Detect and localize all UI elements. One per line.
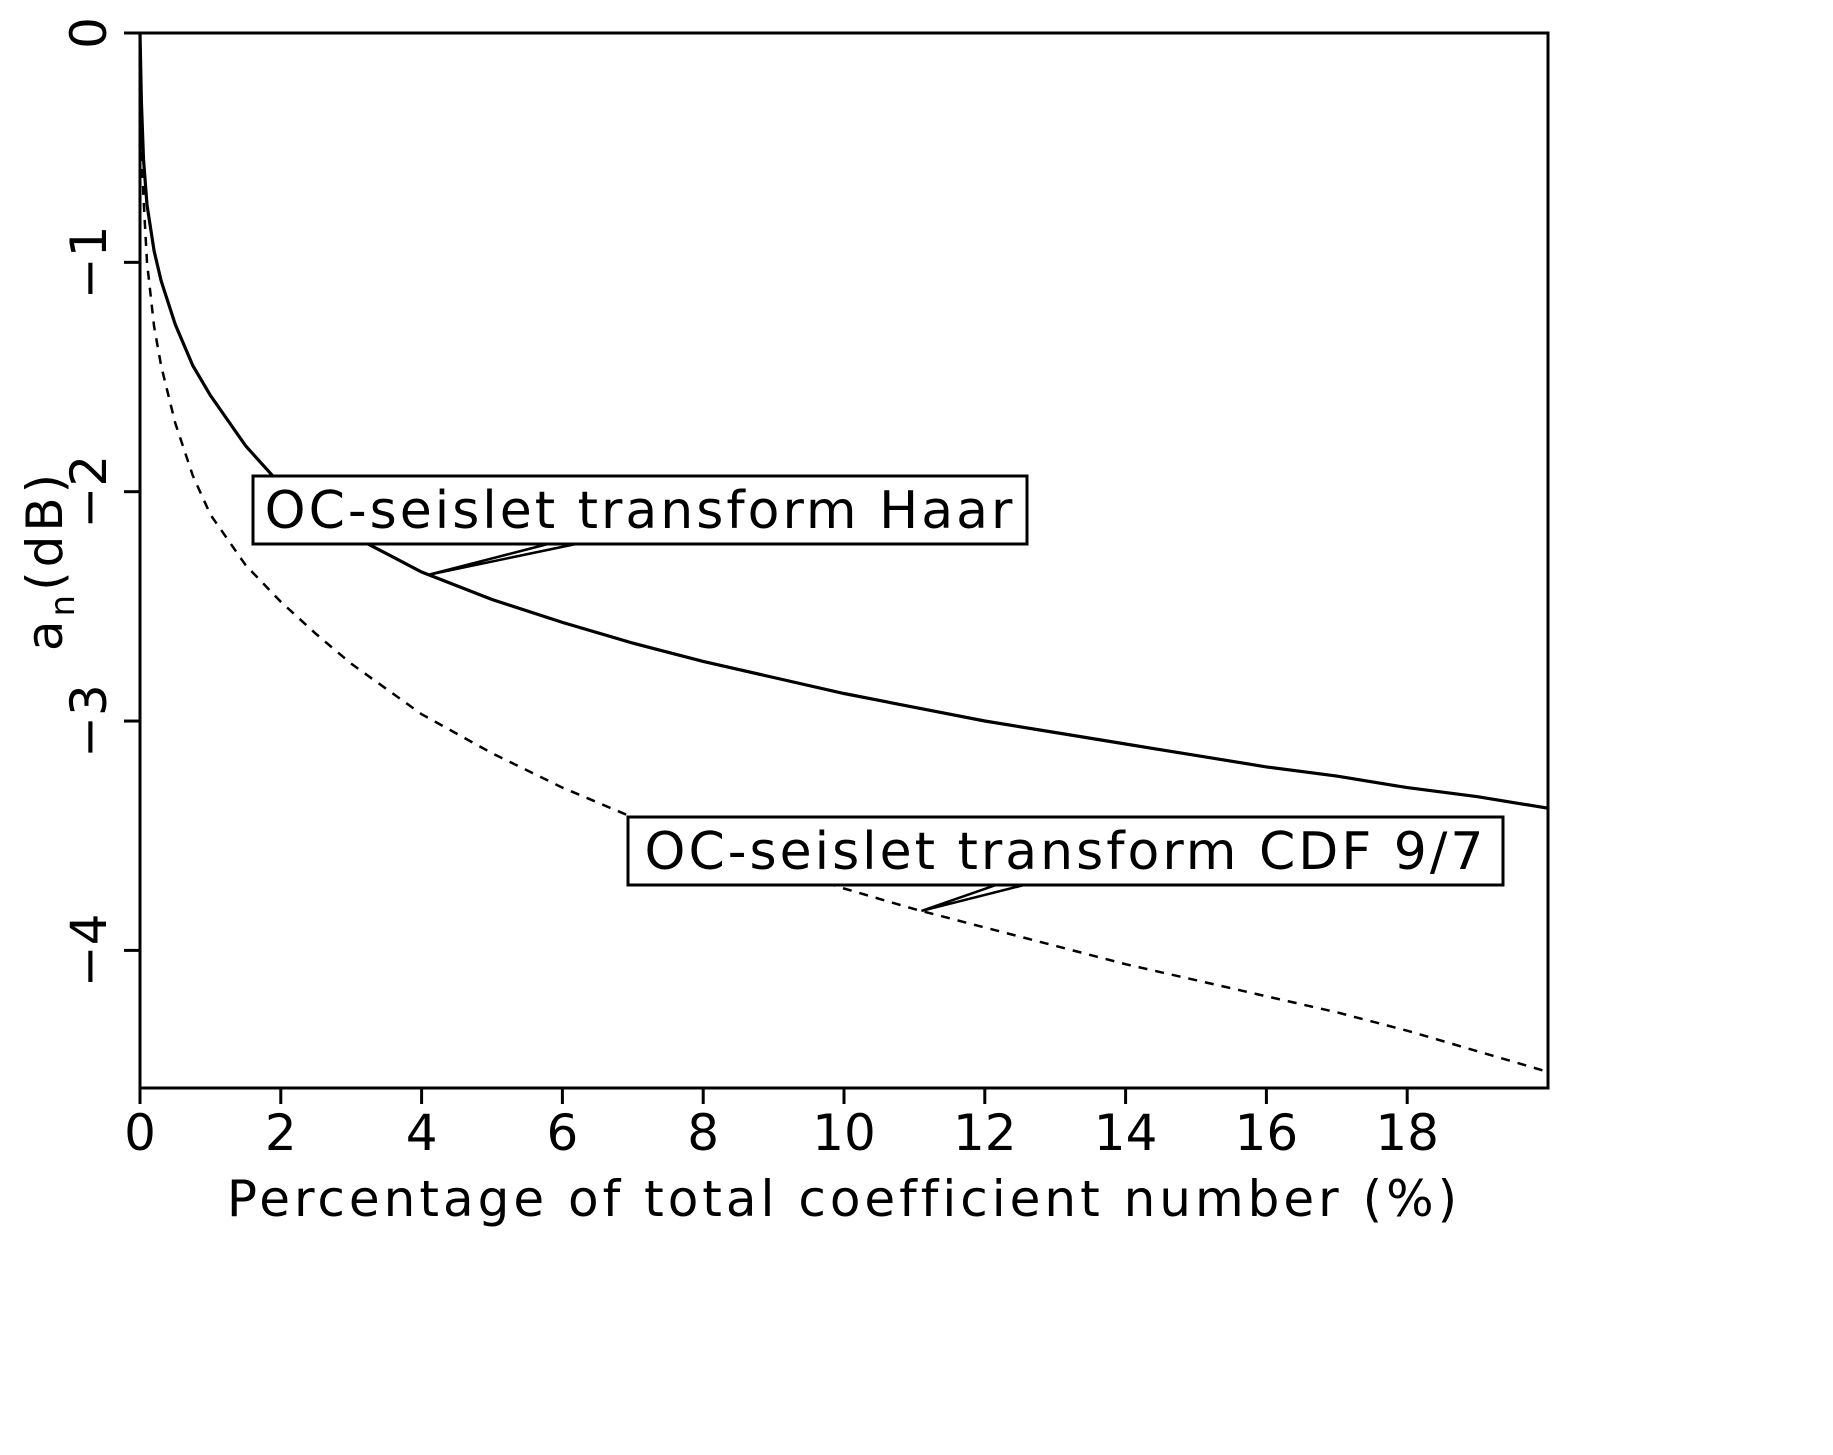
- y-tick-label: −2: [60, 455, 118, 529]
- x-tick-label: 16: [1235, 1104, 1299, 1162]
- x-tick-label: 4: [406, 1104, 438, 1162]
- annotation-label: OC-seislet transform CDF 9/7: [645, 822, 1487, 882]
- x-tick-label: 8: [687, 1104, 719, 1162]
- annotation-box: [251, 474, 1029, 546]
- annotation-box: [626, 815, 1505, 887]
- x-tick-label: 12: [953, 1104, 1017, 1162]
- x-tick-label: 10: [812, 1104, 876, 1162]
- y-tick-label: −1: [60, 225, 118, 299]
- y-axis-title-unit: (dB): [16, 470, 74, 591]
- y-axis-title: an(dB): [16, 470, 83, 651]
- y-axis-title-base: a: [16, 616, 74, 651]
- plot-frame: [138, 31, 1550, 1090]
- tick-layer: 0 2 4 6 8 10 12 14 16 18 0 −1 −2 −3 −4: [60, 17, 1439, 1162]
- y-tick-label: 0: [60, 17, 118, 49]
- series-line-haar: [138, 32, 1549, 810]
- x-tick-label: 6: [546, 1104, 578, 1162]
- annotation-layer: OC-seislet transform Haar OC-seislet tran…: [251, 474, 1505, 913]
- y-tick-label: −3: [60, 684, 118, 758]
- series-line-cdf97: [138, 32, 1549, 1074]
- x-tick-label: 2: [265, 1104, 297, 1162]
- annotation-leader: [921, 883, 1025, 913]
- x-tick-label: 0: [124, 1104, 156, 1162]
- x-axis-title: Percentage of total coefficient number (…: [227, 1170, 1461, 1228]
- x-tick-label: 18: [1375, 1104, 1439, 1162]
- y-axis-title-subscript: n: [43, 591, 83, 617]
- series-layer: [138, 32, 1549, 1074]
- annotation-label: OC-seislet transform Haar: [265, 481, 1016, 541]
- annotation-leader: [428, 542, 577, 576]
- y-tick-label: −4: [60, 914, 118, 988]
- x-tick-label: 14: [1094, 1104, 1158, 1162]
